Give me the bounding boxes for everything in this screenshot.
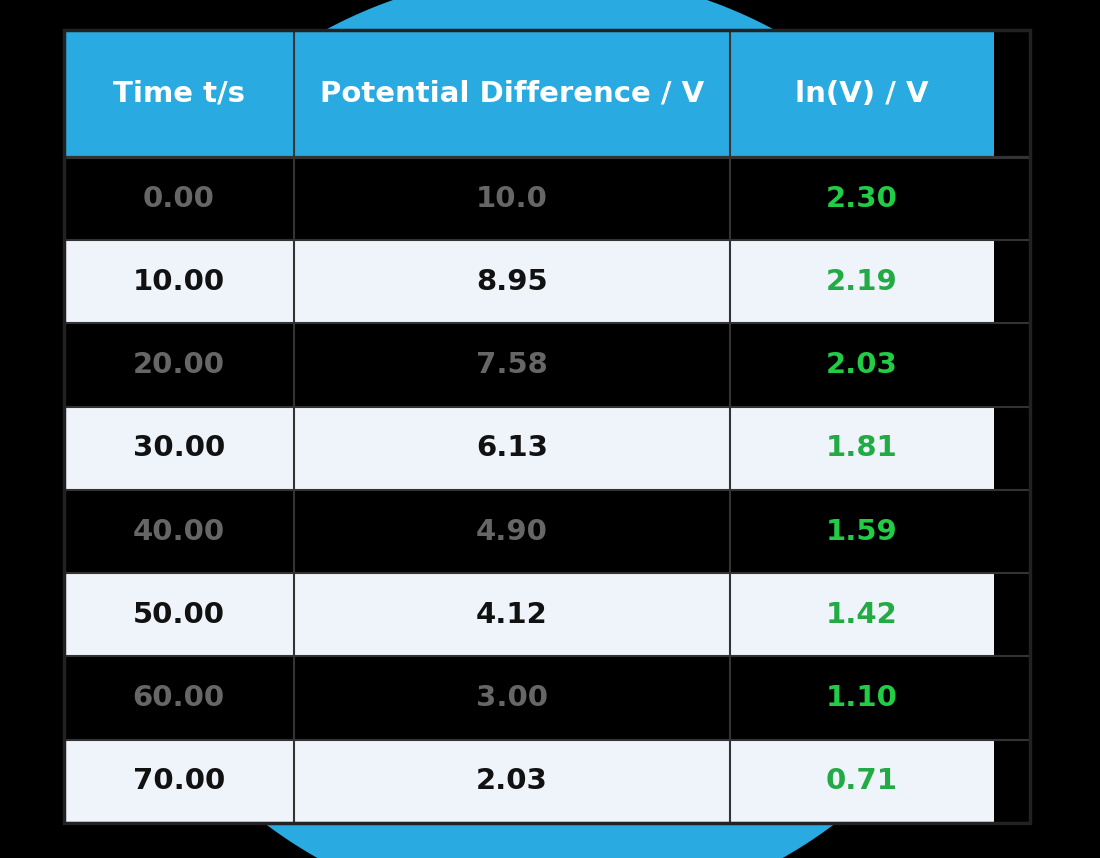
Bar [730, 323, 994, 407]
Bar [294, 407, 730, 490]
Text: 2.30: 2.30 [826, 184, 898, 213]
Text: 2.03: 2.03 [476, 767, 548, 795]
Bar [294, 573, 730, 656]
Bar [730, 240, 994, 323]
Bar [730, 573, 994, 656]
Text: 2.03: 2.03 [826, 351, 898, 379]
Text: 50.00: 50.00 [133, 601, 224, 629]
Bar [294, 490, 730, 573]
Text: 10.00: 10.00 [133, 268, 224, 296]
Bar [64, 656, 294, 740]
Text: 4.90: 4.90 [476, 517, 548, 546]
Bar [64, 323, 294, 407]
Text: 4.12: 4.12 [476, 601, 548, 629]
Bar [64, 740, 294, 823]
Text: ln(V) / V: ln(V) / V [795, 80, 928, 107]
Bar [730, 656, 994, 740]
Bar [730, 157, 994, 240]
Bar [294, 157, 730, 240]
Bar [64, 30, 294, 157]
Bar [64, 240, 294, 323]
Text: 0.00: 0.00 [143, 184, 214, 213]
Bar [64, 573, 294, 656]
Text: 1.42: 1.42 [826, 601, 898, 629]
Text: 1.59: 1.59 [826, 517, 898, 546]
Text: 8.95: 8.95 [476, 268, 548, 296]
Text: 1.10: 1.10 [826, 684, 898, 712]
Text: Time t/s: Time t/s [112, 80, 244, 107]
Text: 1.81: 1.81 [826, 434, 898, 462]
Bar [294, 30, 730, 157]
Bar [294, 323, 730, 407]
Bar [294, 240, 730, 323]
Bar [730, 30, 994, 157]
Polygon shape [77, 0, 968, 858]
Bar [730, 490, 994, 573]
Bar [294, 656, 730, 740]
Text: Potential Difference / V: Potential Difference / V [320, 80, 704, 107]
Bar [64, 407, 294, 490]
Text: 30.00: 30.00 [133, 434, 224, 462]
Text: 3.00: 3.00 [476, 684, 548, 712]
Text: 2.19: 2.19 [826, 268, 898, 296]
Text: 10.0: 10.0 [476, 184, 548, 213]
Text: 70.00: 70.00 [133, 767, 224, 795]
Text: 0.71: 0.71 [826, 767, 898, 795]
Text: 20.00: 20.00 [133, 351, 224, 379]
Text: 60.00: 60.00 [133, 684, 224, 712]
Text: 7.58: 7.58 [476, 351, 548, 379]
Text: 6.13: 6.13 [476, 434, 548, 462]
Bar [730, 407, 994, 490]
Text: 40.00: 40.00 [133, 517, 224, 546]
Bar [730, 740, 994, 823]
Bar [294, 740, 730, 823]
Bar [64, 157, 294, 240]
Bar [64, 30, 1030, 823]
Bar [64, 490, 294, 573]
